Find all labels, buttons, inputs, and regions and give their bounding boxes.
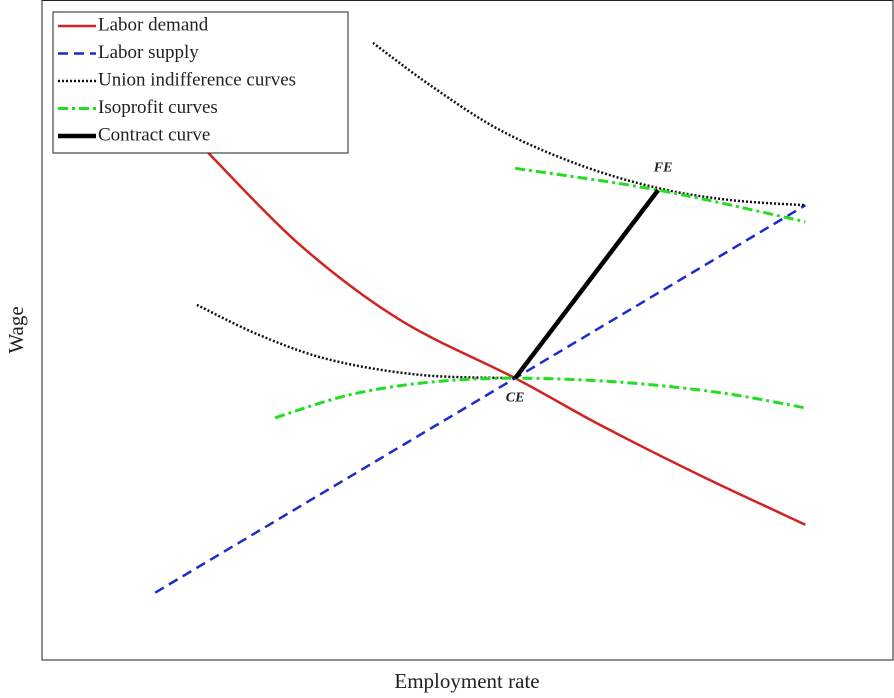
series-line [154,204,806,594]
plot-frame [41,0,894,661]
series-line [204,148,806,526]
legend-box [52,11,349,154]
series-line [196,41,806,380]
annotation: FE [653,160,673,175]
legend-label: Union indifference curves [98,69,296,90]
y-axis-label: Wage [4,306,28,353]
legend-label: Labor demand [98,14,209,35]
annotation: CE [506,390,525,405]
legend-label: Contract curve [98,124,210,145]
series-line [274,166,806,420]
legend-label: Labor supply [98,42,199,63]
legend-label: Isoprofit curves [98,97,218,118]
legend: Labor demand Labor supply Union indifferen… [52,11,349,154]
series-line [513,188,660,380]
x-axis-label: Employment rate [394,669,539,693]
